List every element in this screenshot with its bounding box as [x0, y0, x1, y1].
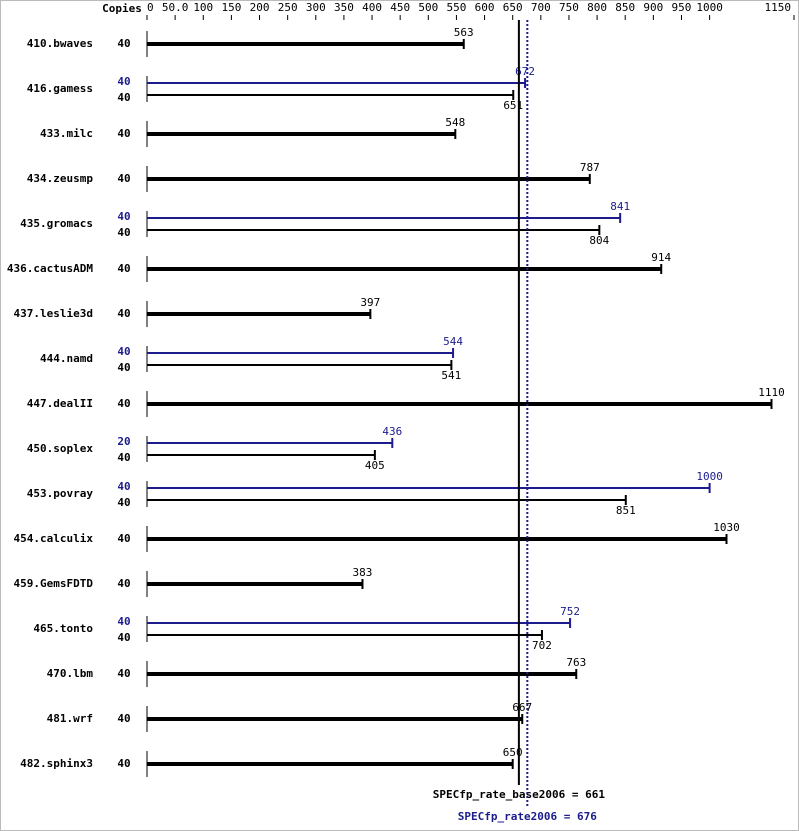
value-label: 804 — [589, 234, 609, 247]
value-label: 563 — [454, 26, 474, 39]
x-tick-label: 850 — [615, 1, 635, 14]
x-tick-label: 50.0 — [162, 1, 189, 14]
value-label: 548 — [445, 116, 465, 129]
x-tick-label: 800 — [587, 1, 607, 14]
value-label: 650 — [503, 746, 523, 759]
benchmark-label: 470.lbm — [47, 667, 94, 680]
value-label: 672 — [515, 65, 535, 78]
value-label: 397 — [360, 296, 380, 309]
benchmark-label: 444.namd — [40, 352, 93, 365]
copies-label: 40 — [117, 757, 130, 770]
x-tick-label: 350 — [334, 1, 354, 14]
reference-label: SPECfp_rate2006 = 676 — [458, 810, 597, 823]
x-tick-label: 950 — [672, 1, 692, 14]
copies-label: 40 — [117, 172, 130, 185]
copies-label: 40 — [117, 307, 130, 320]
benchmark-label: 481.wrf — [47, 712, 93, 725]
x-tick-label: 300 — [306, 1, 326, 14]
value-label: 702 — [532, 639, 552, 652]
benchmark-label: 482.sphinx3 — [20, 757, 93, 770]
x-tick-label: 250 — [278, 1, 298, 14]
benchmark-label: 436.cactusADM — [7, 262, 93, 275]
benchmark-label: 465.tonto — [33, 622, 93, 635]
benchmark-label: 454.calculix — [14, 532, 94, 545]
value-label: 841 — [610, 200, 630, 213]
copies-label: 40 — [117, 712, 130, 725]
copies-label: 40 — [117, 496, 130, 509]
value-label: 1110 — [758, 386, 785, 399]
copies-label: 40 — [117, 91, 130, 104]
x-tick-label: 400 — [362, 1, 382, 14]
value-label: 752 — [560, 605, 580, 618]
copies-label: 40 — [117, 480, 130, 493]
benchmark-label: 437.leslie3d — [14, 307, 93, 320]
x-tick-label: 0 — [147, 1, 154, 14]
benchmark-label: 453.povray — [27, 487, 94, 500]
value-label: 544 — [443, 335, 463, 348]
value-label: 651 — [503, 99, 523, 112]
x-tick-label: 700 — [531, 1, 551, 14]
copies-header: Copies — [102, 2, 142, 15]
value-label: 763 — [566, 656, 586, 669]
x-tick-label: 1000 — [696, 1, 723, 14]
copies-label: 40 — [117, 37, 130, 50]
benchmark-label: 459.GemsFDTD — [14, 577, 94, 590]
value-label: 436 — [382, 425, 402, 438]
value-label: 541 — [441, 369, 461, 382]
value-label: 851 — [616, 504, 636, 517]
copies-label: 40 — [117, 397, 130, 410]
copies-label: 40 — [117, 615, 130, 628]
x-tick-label: 1150 — [765, 1, 792, 14]
x-tick-label: 500 — [418, 1, 438, 14]
benchmark-label: 433.milc — [40, 127, 93, 140]
value-label: 383 — [353, 566, 373, 579]
x-tick-label: 150 — [221, 1, 241, 14]
benchmark-label: 410.bwaves — [27, 37, 93, 50]
x-tick-label: 200 — [250, 1, 270, 14]
copies-label: 40 — [117, 451, 130, 464]
copies-label: 40 — [117, 532, 130, 545]
benchmark-label: 450.soplex — [27, 442, 94, 455]
copies-label: 40 — [117, 262, 130, 275]
x-tick-label: 650 — [503, 1, 523, 14]
copies-label: 40 — [117, 75, 130, 88]
benchmark-label: 434.zeusmp — [27, 172, 94, 185]
reference-label: SPECfp_rate_base2006 = 661 — [433, 788, 606, 801]
copies-label: 40 — [117, 577, 130, 590]
x-tick-label: 100 — [193, 1, 213, 14]
value-label: 405 — [365, 459, 385, 472]
x-tick-label: 450 — [390, 1, 410, 14]
copies-label: 40 — [117, 667, 130, 680]
x-tick-label: 600 — [475, 1, 495, 14]
value-label: 667 — [512, 701, 532, 714]
value-label: 1030 — [713, 521, 740, 534]
value-label: 914 — [651, 251, 671, 264]
copies-label: 40 — [117, 127, 130, 140]
copies-label: 40 — [117, 361, 130, 374]
copies-label: 40 — [117, 210, 130, 223]
copies-label: 40 — [117, 226, 130, 239]
benchmark-label: 416.gamess — [27, 82, 93, 95]
x-tick-label: 900 — [643, 1, 663, 14]
copies-label: 20 — [117, 435, 130, 448]
value-label: 787 — [580, 161, 600, 174]
benchmark-label: 447.dealII — [27, 397, 93, 410]
copies-label: 40 — [117, 345, 130, 358]
value-label: 1000 — [696, 470, 723, 483]
x-tick-label: 550 — [446, 1, 466, 14]
benchmark-label: 435.gromacs — [20, 217, 93, 230]
x-tick-label: 750 — [559, 1, 579, 14]
copies-label: 40 — [117, 631, 130, 644]
